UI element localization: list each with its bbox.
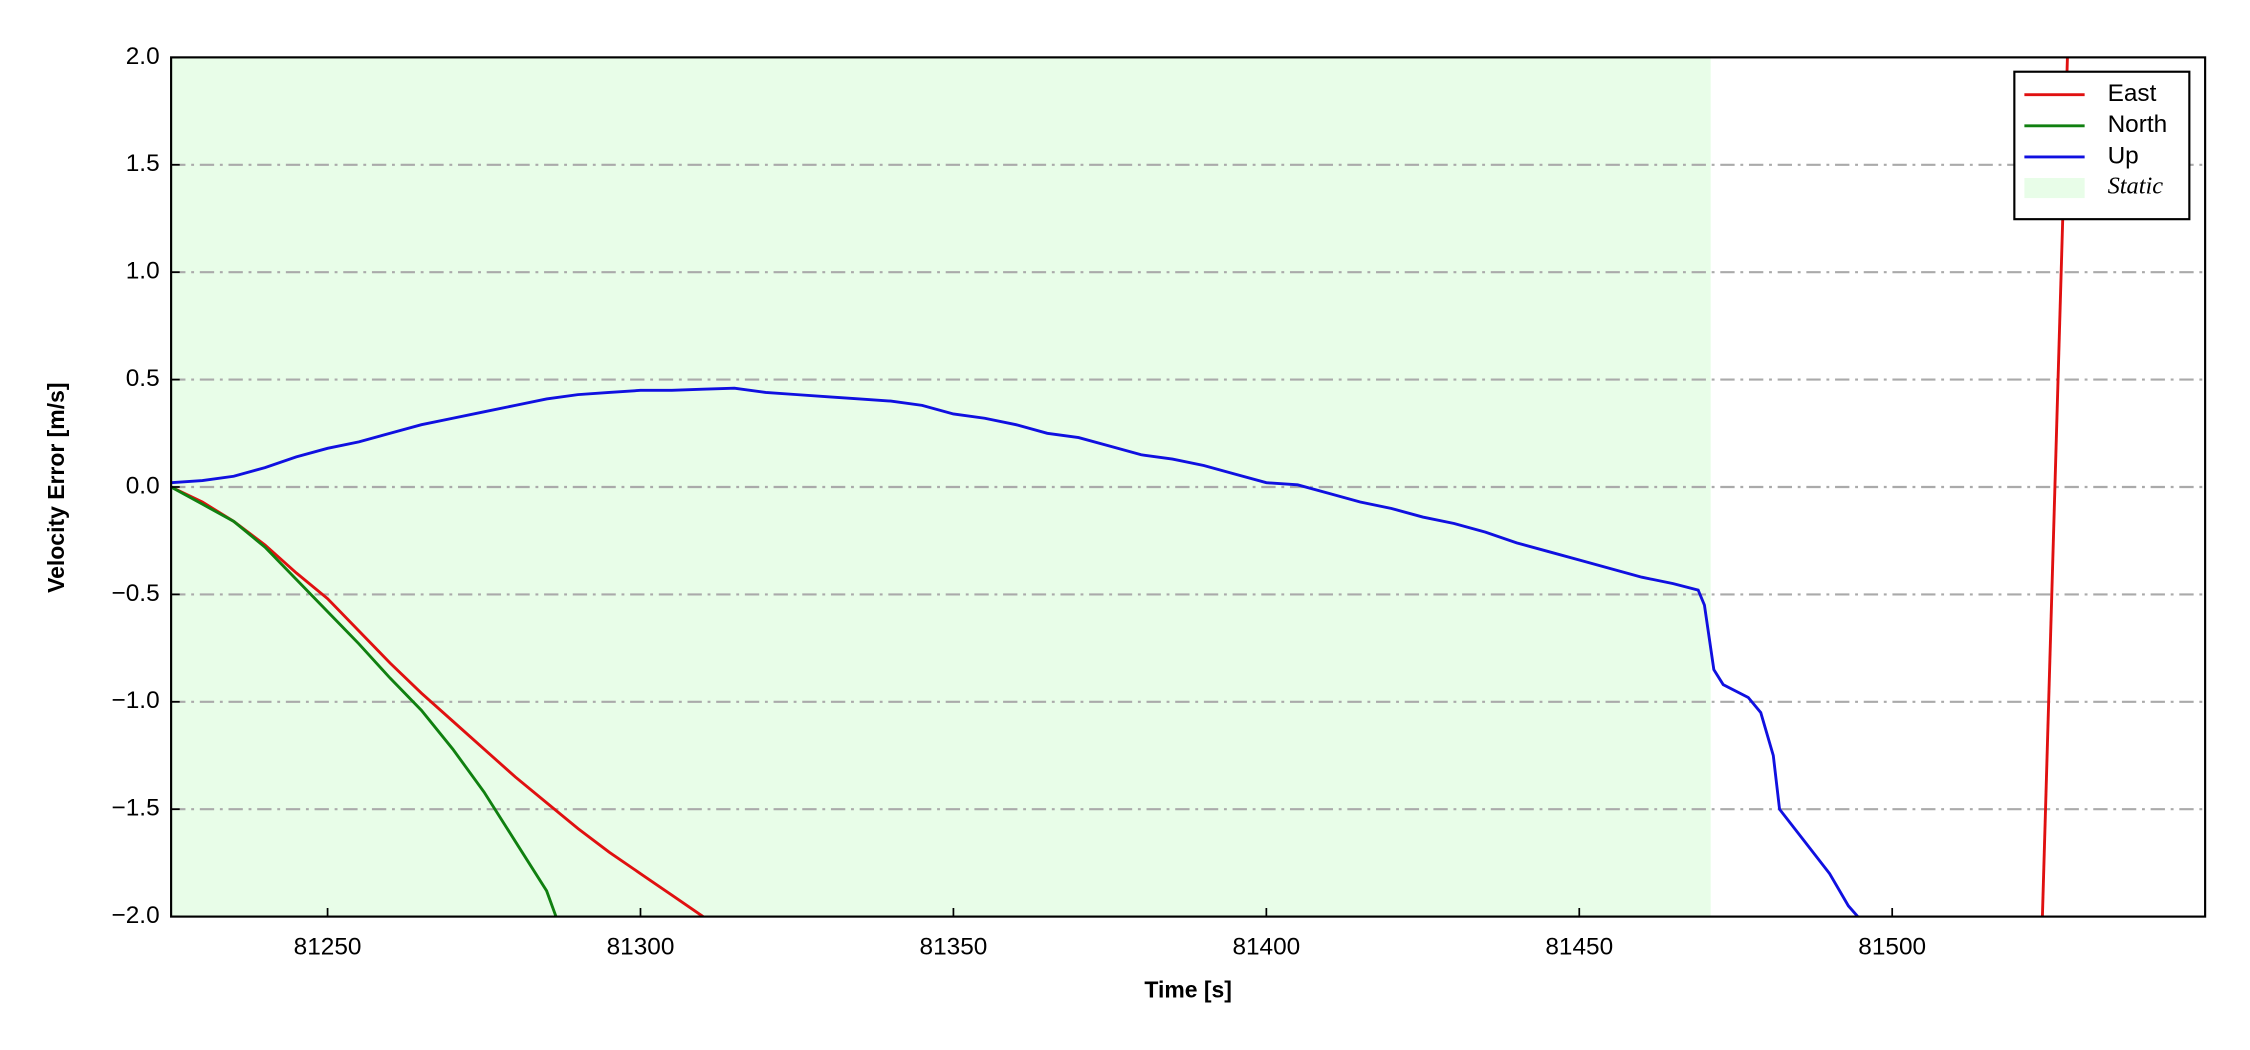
y-tick-label: −0.5 bbox=[112, 580, 160, 607]
x-tick-label: 81300 bbox=[607, 934, 675, 961]
y-tick-label: 0.0 bbox=[126, 472, 160, 499]
y-tick-label: 1.5 bbox=[126, 150, 160, 177]
x-tick-label: 81400 bbox=[1232, 934, 1300, 961]
legend-label: East bbox=[2108, 80, 2157, 107]
legend-label: North bbox=[2108, 111, 2168, 138]
y-tick-label: 1.0 bbox=[126, 258, 160, 285]
x-tick-label: 81350 bbox=[920, 934, 988, 961]
y-tick-label: 2.0 bbox=[126, 43, 160, 70]
x-tick-label: 81450 bbox=[1545, 934, 1613, 961]
y-axis-label: Velocity Error [m/s] bbox=[43, 383, 69, 593]
legend-swatch bbox=[2024, 178, 2085, 199]
legend-label: Static bbox=[2108, 173, 2164, 200]
x-tick-label: 81500 bbox=[1858, 934, 1926, 961]
series-line bbox=[171, 485, 558, 917]
y-tick-label: −1.5 bbox=[112, 795, 160, 822]
x-tick-label: 81250 bbox=[294, 934, 362, 961]
x-axis-label: Time [s] bbox=[1144, 976, 1232, 1002]
legend-label: Up bbox=[2108, 142, 2139, 169]
series-line bbox=[171, 386, 1859, 917]
y-tick-label: −2.0 bbox=[112, 902, 160, 929]
y-tick-label: 0.5 bbox=[126, 365, 160, 392]
y-tick-label: −1.0 bbox=[112, 687, 160, 714]
